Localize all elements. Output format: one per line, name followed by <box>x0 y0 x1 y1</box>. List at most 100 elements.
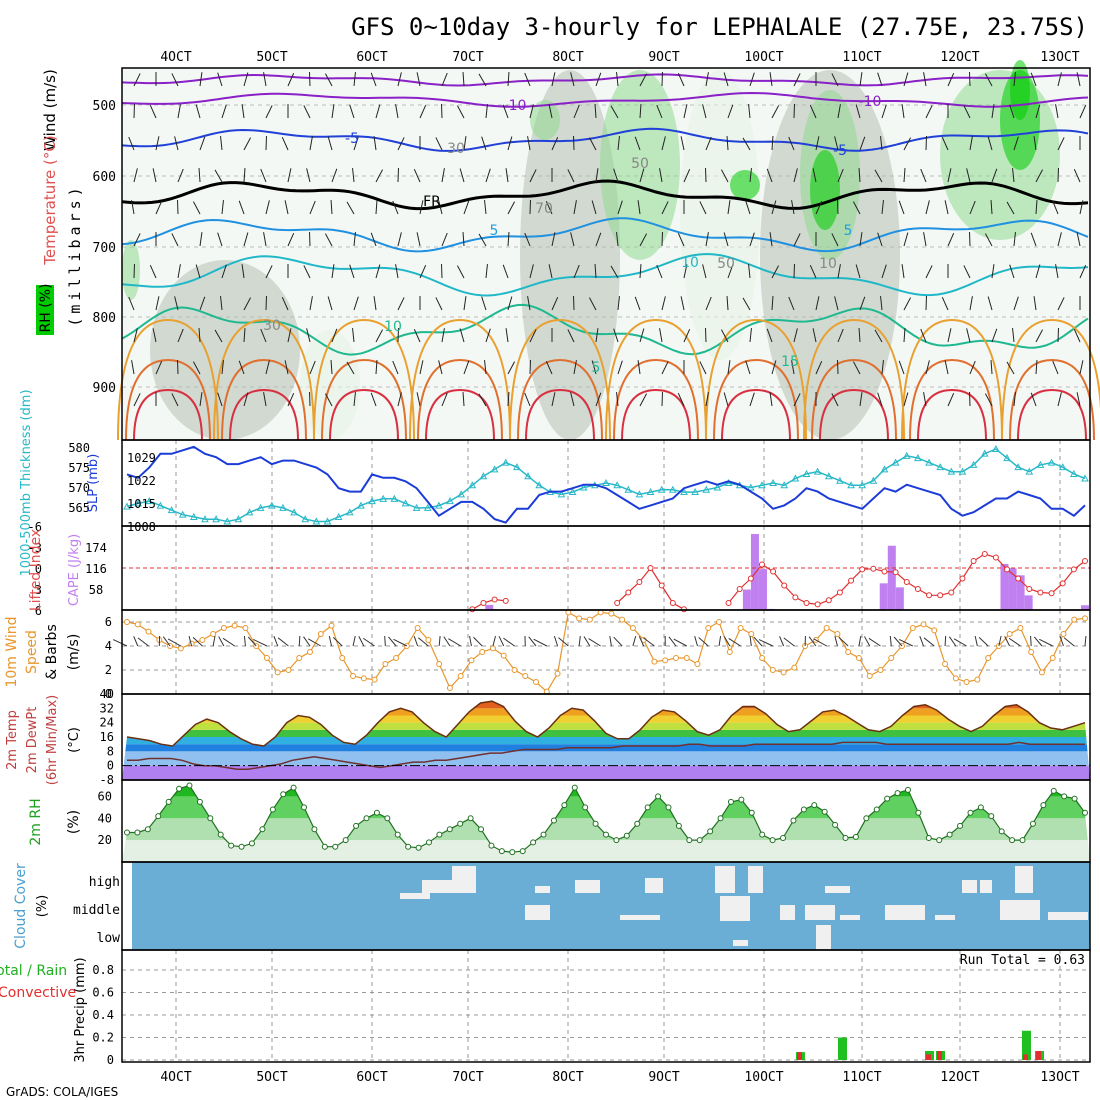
wind-barb <box>1030 72 1037 87</box>
surface-wind-barb <box>974 635 978 647</box>
wind-barb <box>260 168 267 183</box>
surface-wind-barb <box>758 639 774 647</box>
wind-barb <box>595 72 602 87</box>
temp-contour-m5 <box>121 127 1089 152</box>
wind-barb <box>925 105 933 119</box>
rh2m-series-point <box>665 804 672 811</box>
wind-barb <box>969 136 973 151</box>
wind-barb <box>594 103 597 119</box>
surface-wind-barb <box>923 637 935 647</box>
wind-barb <box>413 329 421 343</box>
wind-barb <box>192 361 201 375</box>
wind-barb <box>505 328 509 343</box>
wind-barb <box>287 73 295 87</box>
wind-barb <box>617 360 623 375</box>
wind-barb <box>128 296 135 311</box>
surface-wind-barb <box>728 638 741 647</box>
rh2m-series-point <box>738 796 745 803</box>
wind-barb <box>1030 392 1037 407</box>
wind-barb <box>573 360 577 375</box>
rh2m-series-point <box>821 808 828 815</box>
cloud-block <box>825 886 850 893</box>
wind-barb <box>699 201 707 215</box>
rh2m-series-point <box>852 833 859 840</box>
wind-speed-series-point <box>296 655 303 661</box>
wind-speed-series-point <box>393 655 400 661</box>
cape-tick-label: 116 <box>85 562 107 576</box>
rh2m-series-point <box>832 821 839 828</box>
surface-wind-barb <box>673 638 687 647</box>
lifted-index-series-point <box>926 592 933 599</box>
lifted-index-series-point <box>870 565 877 572</box>
surface-wind-barb <box>948 636 957 647</box>
lifted-index-series-point <box>502 597 509 604</box>
wind-barb <box>217 72 223 87</box>
lifted-index-series-point <box>658 582 665 589</box>
surface-wind-barb <box>698 637 709 647</box>
li-tick-label: -6 <box>28 520 42 534</box>
wind-barb <box>281 297 289 311</box>
thickness-series-point <box>212 515 220 523</box>
wind-barb <box>903 232 909 247</box>
precip-convective-bar <box>1036 1051 1041 1060</box>
thickness-series-point <box>579 483 588 491</box>
wind-barb <box>128 136 135 151</box>
wind-barb <box>241 264 245 279</box>
wind-barb <box>199 136 206 151</box>
thickness-series-point <box>557 490 566 498</box>
x-tick-label-bottom: 8OCT <box>552 1070 583 1085</box>
wind-speed-series-point <box>855 655 862 661</box>
wind-barb <box>990 199 993 215</box>
li-tick-label: 3 <box>35 583 42 597</box>
slp-tick-label: 1015 <box>127 497 156 511</box>
thickness-series-point <box>746 483 755 491</box>
wind-barb <box>617 296 620 311</box>
surface-wind-barb <box>133 636 139 647</box>
wind-speed-series-point <box>920 621 927 628</box>
surface-wind-barb <box>273 636 279 647</box>
wind-barb <box>815 361 823 375</box>
wind-barb <box>903 167 906 183</box>
surface-wind-barb <box>978 636 989 647</box>
wind-barb <box>859 72 863 87</box>
wind-barb <box>859 296 866 311</box>
wind-speed-series-point <box>220 625 227 631</box>
thickness-series-point <box>992 445 1000 453</box>
x-tick-label-bottom: 12OCT <box>940 1070 979 1085</box>
thickness-series-point <box>891 458 900 466</box>
surface-wind-barb <box>838 637 849 647</box>
wind-barb <box>855 264 861 279</box>
temp-tick-label: 40 <box>100 687 114 701</box>
cloud-block <box>805 905 835 920</box>
cloud-axis-label: Cloud Cover <box>13 863 29 949</box>
wind-barb <box>174 296 179 311</box>
wind-speed-series-point <box>446 685 453 691</box>
thickness-series-point <box>435 501 443 509</box>
cloud-block <box>748 866 763 893</box>
wind-barb <box>947 73 955 87</box>
wind-barb <box>459 168 465 183</box>
wind-barb <box>793 393 801 407</box>
wind-barb <box>749 168 752 183</box>
surface-wind-barb <box>558 637 569 647</box>
wind-barb <box>788 136 795 151</box>
wind-barb <box>217 232 223 247</box>
wind-speed-series-point <box>748 631 755 637</box>
wind-barb <box>680 296 685 311</box>
thickness-series-point <box>513 463 521 471</box>
wind-barb <box>812 328 817 343</box>
y-tick-label-pressure: 600 <box>93 170 116 185</box>
wind-barb <box>769 72 773 87</box>
wind-barb <box>456 105 465 119</box>
thickness-series-point <box>568 488 577 496</box>
precip-total-bar <box>838 1037 847 1060</box>
temp2m-axis-label: 2m Temp <box>5 710 20 770</box>
rh2m-series-point <box>248 840 255 847</box>
wind-barb <box>923 72 927 87</box>
y-tick-label-pressure: 900 <box>93 381 116 396</box>
wind-barb <box>306 328 311 343</box>
surface-wind-barb <box>438 635 441 647</box>
surface-wind-barb <box>388 636 397 647</box>
wind-barb <box>923 232 927 247</box>
lifted-index-series-point <box>647 565 654 571</box>
